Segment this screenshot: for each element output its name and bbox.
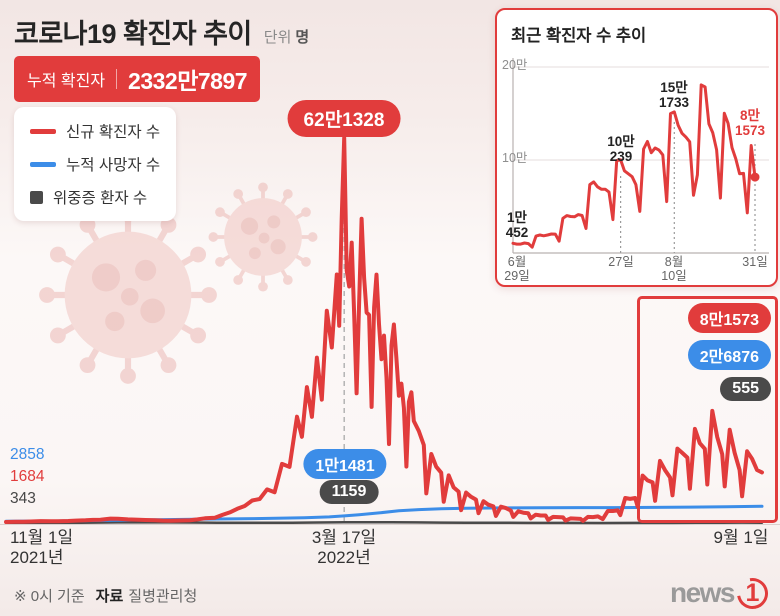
unit-label: 단위 명 [263,29,310,46]
new-cases-line [4,135,764,524]
news1-logo: news 1 [670,571,775,615]
inset-xtick-jul27: 27일 [608,255,634,269]
basis-note: ※ 0시 기준 [14,588,85,605]
start-deaths-value: 2858 [10,446,45,463]
deaths-mid-value-pill: 1만1481 [303,449,387,479]
recent-values: 8만1573 2만6876 555 [687,303,771,401]
inset-annotation-aug31: 8만 1573 [734,108,766,138]
critical-patients-square-swatch [30,190,43,204]
x-axis-label-mid: 3월 17일 2022년 [311,528,377,567]
new-cases-line-swatch [30,128,56,134]
x-axis-label-end: 9월 1일 [713,528,769,547]
legend-item-critical-patients: 위중증 환자 수 [30,186,160,208]
source-value: 질병관리청 [128,588,198,605]
virus-icon [208,182,318,292]
cumulative-label: 누적 확진자 [27,73,106,90]
cumulative-value: 2332만7897 [128,68,248,94]
inset-annotation-aug10: 15만 1733 [658,80,690,110]
inset-chart [511,58,769,254]
inset-ytick-200k: 20만 [502,58,528,72]
recent-period-highlight-box [637,296,778,523]
start-new-cases-value: 1684 [10,468,45,485]
legend-item-cumulative-deaths: 누적 사망자 수 [30,153,160,175]
legend: 신규 확진자 수 누적 사망자 수 위중증 환자 수 [14,107,177,221]
inset-chart-card: 최근 확진자 수 추이 20만 10만 1만 452 10만 239 15만 1… [495,8,778,287]
header: 코로나19 확진자 추이 단위 명 [14,12,309,51]
x-axis-label-start: 11월 1일 2021년 [10,528,74,567]
inset-chart-title: 최근 확진자 수 추이 [511,27,647,45]
inset-xtick-aug31: 31일 [742,255,768,269]
inset-last-point-dot [750,172,760,182]
inset-annotation-jul27: 10만 239 [607,134,635,164]
start-values: 2858 1684 343 [10,444,44,510]
critical-mid-value-pill: 1159 [319,480,379,504]
recent-deaths-pill: 2만6876 [687,340,771,370]
source-label: 자료 [95,588,124,605]
peak-value-pill: 62만1328 [287,100,401,137]
inset-xtick-aug10: 8월 10일 [661,255,687,283]
inset-xtick-jun29: 6월 29일 [504,255,530,283]
logo-one-circle: 1 [730,571,775,615]
recent-critical-pill: 555 [720,377,771,401]
recent-new-cases-pill: 8만1573 [687,303,771,333]
cumulative-deaths-line-swatch [30,161,56,167]
source-note: ※ 0시 기준 자료 질병관리청 [14,585,197,606]
inset-annotation-start: 1만 452 [505,210,529,240]
start-critical-value: 343 [10,490,36,507]
inset-ytick-100k: 10만 [502,151,528,165]
inset-new-cases-line [511,83,757,249]
page-title: 코로나19 확진자 추이 [14,19,252,49]
cumulative-cases-badge: 누적 확진자 2332만7897 [14,56,261,102]
badge-divider [116,69,118,89]
legend-item-new-cases: 신규 확진자 수 [30,120,160,142]
